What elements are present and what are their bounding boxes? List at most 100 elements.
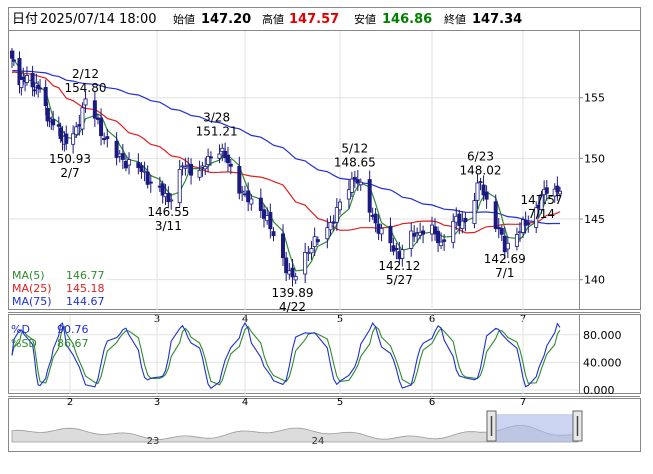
navigator-tick-label: 23 <box>147 436 160 447</box>
annotation-label: 142.12 <box>378 259 420 273</box>
candlesticks <box>9 47 563 287</box>
osc-month-tick-label: 4 <box>242 397 248 408</box>
stochastic-legend: %D 90.76 %SD 86.67 <box>11 323 89 350</box>
candle-body <box>223 150 228 159</box>
candle-body <box>478 181 483 183</box>
candle-body <box>334 207 339 223</box>
navigator-ticks: 23 24 <box>147 436 325 447</box>
oscillator-month-ticks: 2 3 4 5 6 7 <box>67 397 526 408</box>
candle-body <box>240 190 245 193</box>
candle-body <box>47 117 52 120</box>
candle-body <box>475 182 480 201</box>
candle-body <box>74 126 79 136</box>
candle-body <box>309 248 314 254</box>
candle-body <box>169 199 174 202</box>
ma-legend: MA(5) 146.77 MA(25) 145.18 MA(75) 144.67 <box>10 267 107 309</box>
close-value: 147.34 <box>472 12 522 27</box>
candle-body <box>400 249 405 259</box>
candle-body <box>208 156 213 159</box>
candle-body <box>64 133 69 144</box>
osc-month-tick-label: 6 <box>429 397 435 408</box>
candle-body <box>71 133 76 145</box>
candle-body <box>521 219 526 233</box>
osc-tick-label: 40.000 <box>583 356 622 369</box>
candle-body <box>315 239 320 243</box>
ma75-legend-label: MA(75) <box>12 295 52 308</box>
candle-body <box>258 197 263 211</box>
navigator-selected-range[interactable] <box>496 414 573 442</box>
stoch-sd-line <box>11 325 561 386</box>
candle-body <box>139 165 144 172</box>
candle-body <box>388 225 393 244</box>
candle-body <box>189 163 194 176</box>
candle-body <box>451 220 456 243</box>
candle-body <box>268 212 273 230</box>
candle-body <box>148 181 153 184</box>
candle-body <box>120 153 125 160</box>
candle-body <box>349 178 354 193</box>
candle-body <box>514 234 519 247</box>
candle-body <box>11 59 16 62</box>
annotation-label: 6/23 <box>467 149 494 163</box>
annotation-label: 148.02 <box>460 163 502 177</box>
candle-body <box>242 193 247 196</box>
candle-body <box>534 207 539 228</box>
candle-body <box>303 251 308 275</box>
candle-body <box>80 107 85 130</box>
close-label: 終値 <box>444 12 466 26</box>
candle-body <box>105 136 110 140</box>
stochastic-lines <box>11 321 561 390</box>
price-tick-label: 140 <box>584 274 605 287</box>
candle-body <box>421 230 426 235</box>
candle-body <box>306 252 311 255</box>
candle-body <box>558 190 563 195</box>
osc-tick-label: 80.000 <box>583 329 622 342</box>
candle-body <box>481 184 486 196</box>
candle-body <box>284 257 289 274</box>
candle-body <box>463 217 468 223</box>
candle-body <box>197 169 202 178</box>
candle-body <box>352 177 357 180</box>
candle-body <box>346 189 351 200</box>
annotation-label: 4/22 <box>279 300 306 314</box>
candle-body <box>271 231 276 237</box>
candle-body <box>493 201 498 229</box>
candle-body <box>460 220 465 229</box>
price-axis-ticks: 140 145 150 155 <box>579 92 605 287</box>
open-value: 147.20 <box>201 12 251 27</box>
candle-body <box>145 171 150 185</box>
candle-body <box>99 117 104 137</box>
candle-body <box>544 187 549 194</box>
ma25-legend-label: MA(25) <box>12 282 52 295</box>
navigator-right-handle[interactable] <box>572 410 583 442</box>
candle-body <box>505 242 510 250</box>
navigator-left-handle[interactable] <box>486 410 497 442</box>
candle-body <box>412 233 417 237</box>
candle-body <box>484 191 489 200</box>
navigator-tick-label: 24 <box>312 436 325 447</box>
candle-body <box>19 79 24 89</box>
candle-body <box>552 188 557 197</box>
osc-month-tick-label: 3 <box>154 397 160 408</box>
annotation-label: 2/7 <box>60 166 79 180</box>
candle-body <box>43 87 48 107</box>
oscillator-axis-ticks: 80.000 40.000 0.000 <box>583 329 622 397</box>
candle-body <box>373 213 378 224</box>
candle-body <box>177 169 182 204</box>
candle-body <box>217 153 222 159</box>
candle-body <box>56 124 61 127</box>
date-label: 日付 <box>12 12 38 27</box>
open-label: 始値 <box>173 12 195 26</box>
candle-body <box>127 159 132 166</box>
stoch-sd-label: %SD <box>11 337 37 350</box>
candle-body <box>331 221 336 224</box>
candle-body <box>206 156 211 165</box>
candle-body <box>293 276 298 281</box>
candle-body <box>328 222 333 231</box>
stoch-d-value: 90.76 <box>57 323 89 336</box>
price-tick-label: 155 <box>584 92 605 105</box>
high-value: 147.57 <box>289 12 339 27</box>
